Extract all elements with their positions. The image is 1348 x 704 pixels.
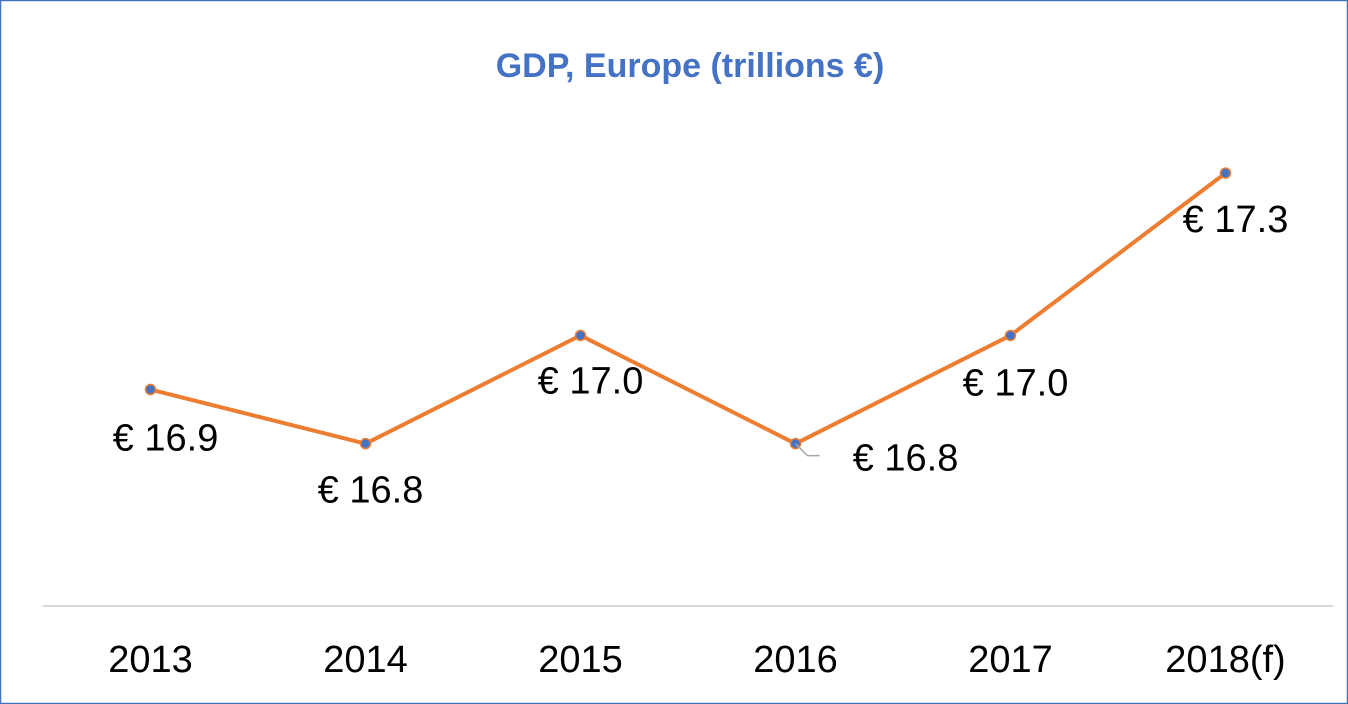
marker (144, 383, 157, 396)
marker (1219, 167, 1232, 179)
marker (1004, 329, 1017, 342)
marker (359, 437, 372, 450)
data-label: € 17.3 (1183, 199, 1289, 241)
x-tick-label: 2014 (323, 639, 408, 681)
x-tick-label: 2018(f) (1165, 639, 1285, 681)
x-tick-label: 2015 (538, 639, 623, 681)
data-label: € 16.9 (113, 418, 219, 460)
data-label: € 16.8 (853, 438, 959, 480)
data-label: € 17.0 (538, 360, 644, 402)
x-tick-label: 2013 (108, 639, 193, 681)
marker (574, 329, 587, 342)
data-label: € 16.8 (318, 470, 424, 512)
leader-line (794, 443, 820, 457)
line (150, 171, 1227, 446)
data-label: € 17.0 (963, 362, 1069, 404)
x-tick-label: 2016 (753, 639, 838, 681)
x-tick-label: 2017 (968, 639, 1053, 681)
chart-title: GDP, Europe (trillions €) (496, 47, 885, 85)
